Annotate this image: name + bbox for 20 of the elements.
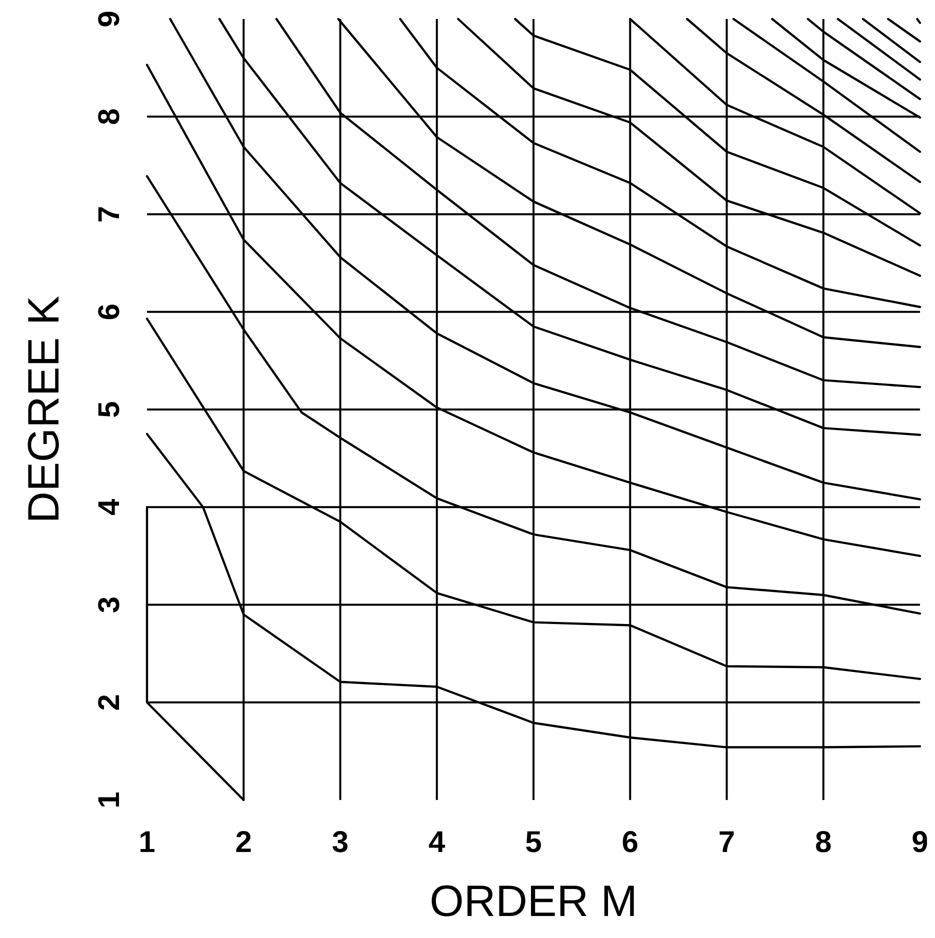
y-tick-label: 8 [92, 108, 126, 125]
y-tick-label: 3 [92, 596, 126, 614]
y-tick-label: 2 [92, 694, 126, 711]
y-tick-label: 7 [92, 206, 126, 223]
x-tick-label: 3 [332, 826, 349, 859]
y-tick-label: 1 [92, 792, 126, 808]
x-tick-label: 5 [525, 826, 542, 859]
x-tick-label: 4 [428, 826, 446, 859]
x-tick-label: 8 [815, 826, 832, 859]
x-tick-label: 2 [235, 826, 252, 859]
x-tick-label: 7 [718, 826, 736, 859]
y-axis-title: DEGREE K [20, 296, 69, 524]
x-tick-label: 9 [912, 826, 928, 859]
x-tick-label: 6 [622, 826, 638, 859]
x-axis-title: ORDER M [430, 877, 638, 926]
y-tick-label: 6 [92, 304, 126, 320]
y-tick-label: 4 [92, 498, 126, 516]
y-tick-label: 9 [92, 10, 126, 28]
x-tick-label: 1 [138, 826, 156, 859]
y-tick-label: 5 [92, 401, 126, 418]
